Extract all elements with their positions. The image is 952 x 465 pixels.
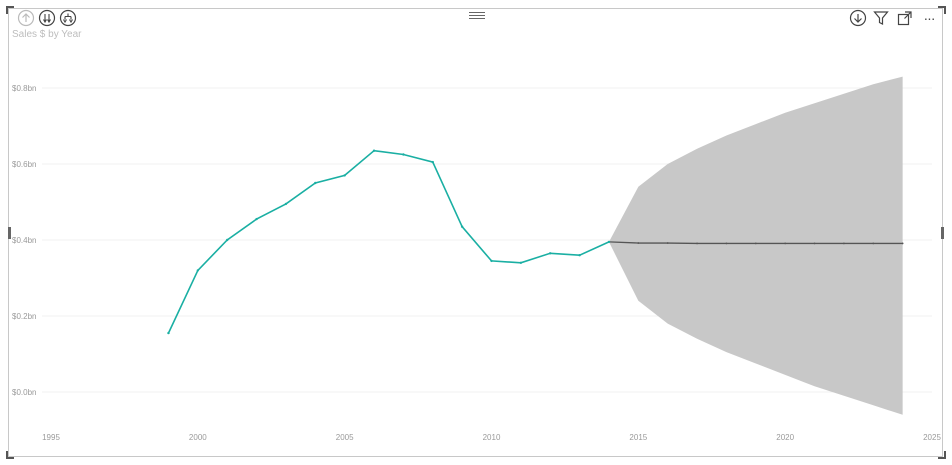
actual-data-point: [372, 149, 376, 152]
actual-data-point: [167, 331, 170, 335]
forecast-data-point: [754, 242, 757, 245]
actual-sales-line: [167, 149, 610, 334]
y-tick-label: $0.8bn: [12, 84, 36, 93]
resize-handle-bottom-left[interactable]: [6, 451, 14, 459]
visual-title: Sales $ by Year: [12, 29, 82, 40]
actual-data-point: [490, 259, 493, 263]
forecast-data-point: [872, 242, 875, 245]
resize-handle-top-left[interactable]: [6, 6, 14, 14]
actual-data-point: [196, 269, 200, 272]
actual-data-point: [402, 153, 405, 156]
actual-data-point: [255, 217, 258, 221]
actual-data-point: [284, 202, 288, 206]
forecast-data-point: [696, 242, 698, 245]
resize-handle-left[interactable]: [8, 227, 11, 239]
drag-grip-icon[interactable]: [469, 10, 485, 22]
forecast-data-point: [637, 242, 640, 244]
forecast-data-point: [843, 242, 845, 245]
forecast-data-point: [784, 242, 787, 245]
resize-handle-bottom-right[interactable]: [938, 451, 946, 459]
forecast-confidence-band: [608, 76, 903, 415]
y-tick-label: $0.4bn: [12, 236, 36, 245]
x-tick-label: 2015: [629, 433, 647, 442]
drill-down-toggle-icon[interactable]: [849, 9, 867, 27]
x-tick-label: 2020: [776, 433, 794, 442]
x-tick-label: 1995: [42, 433, 60, 442]
more-options-icon[interactable]: ···: [923, 10, 936, 26]
x-tick-label: 2025: [923, 433, 941, 442]
actual-data-point: [343, 174, 346, 177]
resize-handle-top-right[interactable]: [938, 6, 946, 14]
drill-up-icon[interactable]: [17, 9, 35, 27]
forecast-data-point: [901, 242, 904, 245]
actual-data-point: [578, 254, 581, 257]
x-tick-label: 2005: [336, 433, 354, 442]
expand-all-down-icon[interactable]: [38, 9, 56, 27]
y-tick-label: $0.0bn: [12, 388, 36, 397]
actual-data-point: [431, 160, 434, 164]
y-tick-label: $0.2bn: [12, 312, 36, 321]
actual-data-point: [519, 261, 523, 264]
forecast-data-point: [666, 242, 669, 244]
actual-data-point: [607, 240, 611, 244]
x-tick-label: 2010: [483, 433, 501, 442]
x-tick-label: 2000: [189, 433, 207, 442]
actual-data-point: [460, 225, 464, 228]
actual-data-point: [314, 181, 317, 185]
filter-icon[interactable]: [872, 9, 890, 27]
actual-data-point: [226, 238, 229, 242]
drill-down-hierarchy-icon[interactable]: [59, 9, 77, 27]
y-tick-label: $0.6bn: [12, 160, 36, 169]
forecast-data-point: [813, 242, 816, 245]
actual-data-point: [549, 252, 552, 255]
focus-mode-icon[interactable]: [896, 9, 914, 27]
resize-handle-right[interactable]: [941, 227, 944, 239]
forecast-data-point: [725, 242, 728, 245]
